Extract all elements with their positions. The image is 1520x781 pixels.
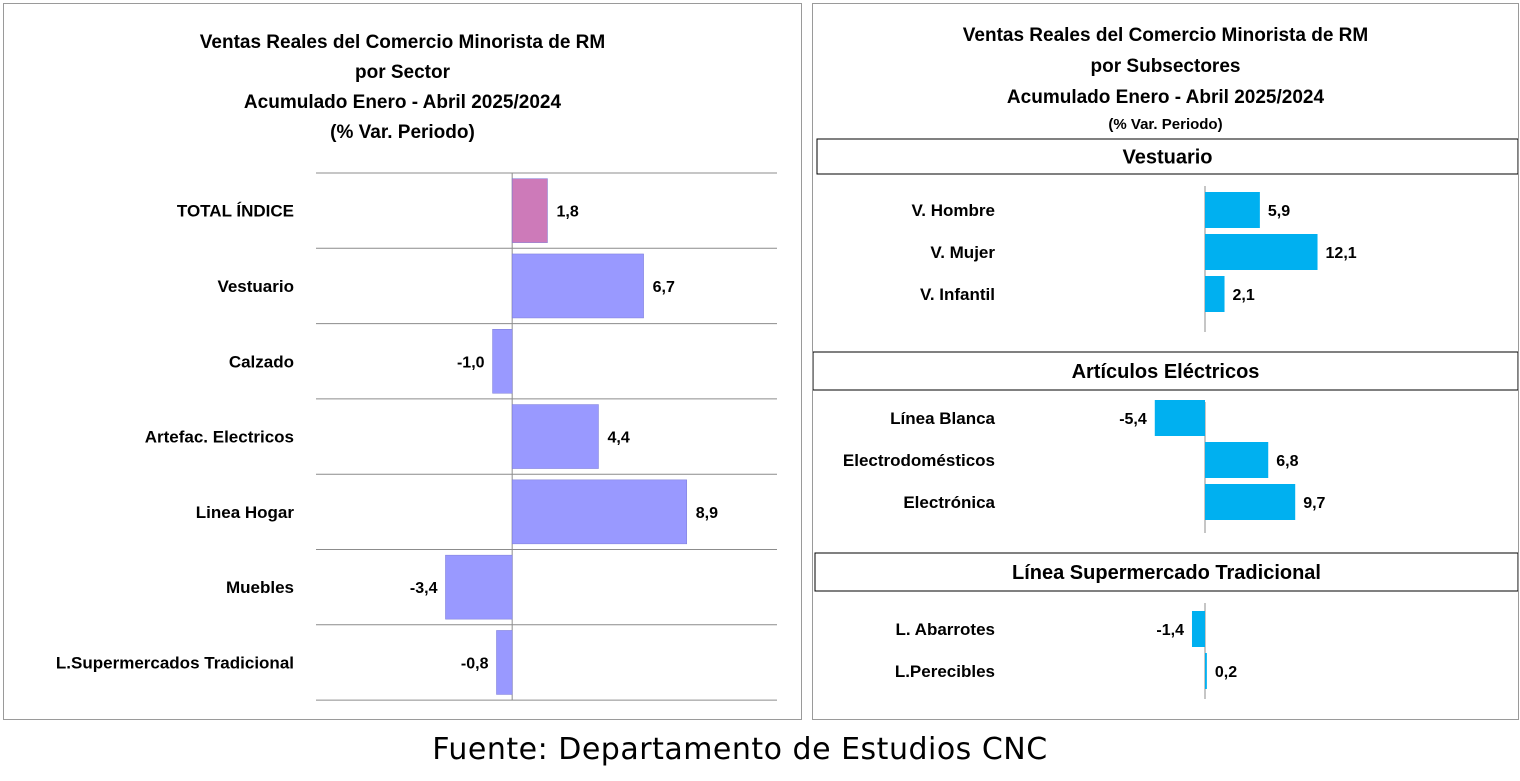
bar [1205, 192, 1260, 228]
title-line: por Sector [354, 62, 451, 83]
bar [496, 630, 513, 695]
category-label: TOTAL ÍNDICE [177, 202, 294, 221]
group-header: Línea Supermercado Tradicional [1012, 562, 1321, 584]
category-label: V. Mujer [930, 243, 995, 262]
category-label: Vestuario [217, 277, 294, 296]
title-line: Acumulado Enero - Abril 2025/2024 [243, 92, 562, 113]
title-line: Ventas Reales del Comercio Minorista de … [199, 32, 606, 53]
subtitle: (% Var. Periodo) [1108, 116, 1223, 133]
category-label: Muebles [226, 578, 294, 597]
value-label: -1,4 [1156, 622, 1184, 639]
bar [492, 329, 513, 394]
bar [511, 178, 548, 243]
value-label: -1,0 [457, 354, 485, 371]
title-line: Ventas Reales del Comercio Minorista de … [962, 25, 1369, 46]
value-label: 1,8 [556, 204, 578, 221]
group-header: Artículos Eléctricos [1072, 361, 1260, 383]
value-label: 6,8 [1276, 453, 1298, 470]
value-label: -5,4 [1119, 411, 1147, 428]
category-label: V. Infantil [920, 285, 995, 304]
bar [511, 404, 599, 469]
value-label: 6,7 [653, 279, 675, 296]
category-label: Artefac. Electricos [145, 428, 294, 447]
category-label: L.Supermercados Tradicional [56, 653, 294, 672]
subsector-chart-panel: Ventas Reales del Comercio Minorista de … [812, 3, 1519, 720]
value-label: 2,1 [1233, 287, 1255, 304]
bar [1205, 484, 1296, 520]
subsector-bar-chart: Vestuario V. Hombre 5,9 V. Mujer 12,1 V. Infa… [813, 138, 1518, 699]
bar [1154, 400, 1205, 436]
bar [511, 253, 644, 319]
value-label: -3,4 [410, 580, 438, 597]
value-label: 5,9 [1268, 203, 1290, 220]
sector-bar-chart: TOTAL ÍNDICE 1,8 Vestuario 6,7 Calzado -1,0 Ar… [56, 172, 777, 701]
title-line: Acumulado Enero - Abril 2025/2024 [1006, 87, 1325, 108]
value-label: 0,2 [1215, 664, 1237, 681]
category-label: Electrodomésticos [843, 451, 995, 470]
category-label: Electrónica [903, 493, 995, 512]
category-label: Línea Blanca [890, 409, 995, 428]
group-header: Vestuario [1122, 147, 1212, 169]
bar [1191, 611, 1205, 647]
value-label: -0,8 [461, 655, 489, 672]
title-line: (% Var. Periodo) [330, 122, 475, 143]
bar [1205, 442, 1269, 478]
group-header-box [816, 138, 1518, 175]
group-header-box [813, 351, 1518, 391]
category-label: Linea Hogar [196, 503, 295, 522]
sector-chart-panel: Ventas Reales del Comercio Minorista de … [3, 3, 802, 720]
title-line: por Subsectores [1090, 56, 1241, 77]
sector-chart-title: Ventas Reales del Comercio Minorista de … [4, 28, 801, 148]
bar [1205, 276, 1225, 312]
category-label: Calzado [229, 352, 294, 371]
source-note: Fuente: Departamento de Estudios CNC [432, 732, 1048, 767]
subsector-chart-title: Ventas Reales del Comercio Minorista de … [813, 20, 1518, 137]
value-label: 9,7 [1303, 495, 1325, 512]
category-label: L.Perecibles [895, 662, 995, 681]
bar [1205, 653, 1207, 689]
category-label: V. Hombre [912, 201, 995, 220]
bar [511, 479, 688, 545]
value-label: 8,9 [696, 505, 718, 522]
group-header-box [814, 552, 1518, 592]
bar [1205, 234, 1318, 270]
value-label: 12,1 [1326, 245, 1357, 262]
value-label: 4,4 [607, 430, 629, 447]
category-label: L. Abarrotes [895, 620, 995, 639]
bar [445, 554, 513, 620]
